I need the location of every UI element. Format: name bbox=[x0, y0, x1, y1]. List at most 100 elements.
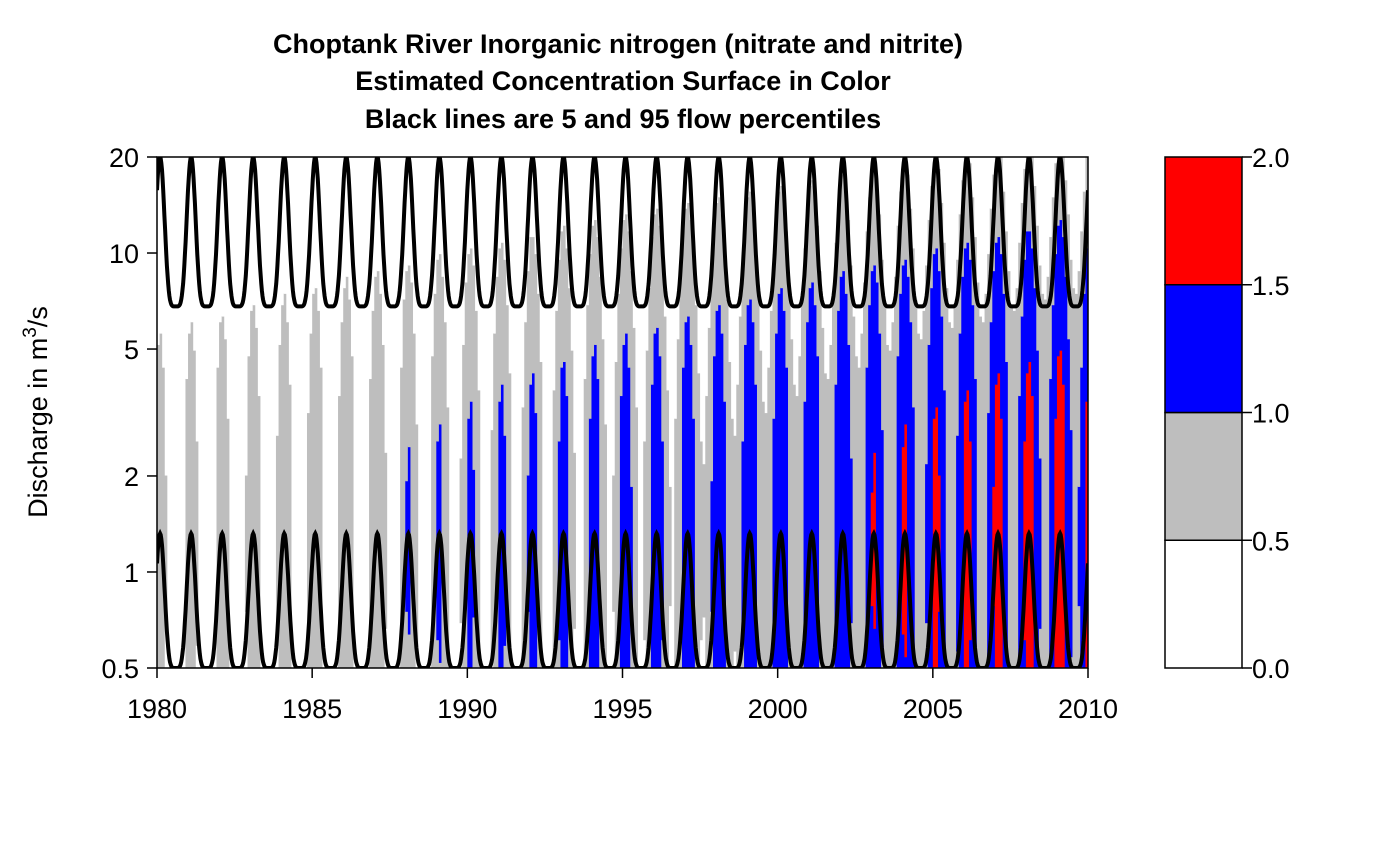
surface-cell bbox=[715, 310, 719, 668]
surface-cell bbox=[762, 157, 766, 402]
surface-cell bbox=[1049, 157, 1053, 238]
surface-cell bbox=[630, 157, 634, 272]
colorbar-tick-label: 1.5 bbox=[1252, 271, 1290, 301]
surface-cell bbox=[627, 230, 631, 368]
surface-cell bbox=[1002, 293, 1006, 668]
surface-cell bbox=[744, 219, 748, 345]
surface-cell bbox=[250, 157, 254, 311]
surface-cell bbox=[736, 157, 740, 385]
surface-cell bbox=[674, 157, 678, 419]
y-tick-label: 1 bbox=[124, 558, 139, 588]
surface-cell bbox=[984, 293, 988, 668]
surface-cell bbox=[570, 350, 574, 668]
surface-cell bbox=[754, 384, 758, 668]
surface-cell bbox=[565, 395, 569, 668]
surface-cell bbox=[1059, 350, 1063, 668]
surface-cell bbox=[640, 157, 644, 668]
surface-cell bbox=[663, 315, 668, 668]
surface-cell bbox=[529, 384, 533, 668]
surface-cell bbox=[575, 157, 580, 668]
surface-cell bbox=[464, 281, 468, 668]
surface-cell bbox=[852, 315, 856, 668]
surface-cell bbox=[622, 219, 626, 345]
surface-cell bbox=[400, 367, 404, 668]
surface-cell bbox=[956, 435, 960, 652]
surface-cell bbox=[1054, 253, 1058, 419]
y-tick-label: 2 bbox=[124, 462, 139, 492]
surface-cell bbox=[627, 367, 631, 668]
surface-cell bbox=[782, 196, 787, 311]
surface-cell bbox=[335, 157, 339, 668]
surface-cell bbox=[312, 293, 316, 668]
surface-cell bbox=[764, 412, 768, 668]
surface-cell bbox=[969, 259, 973, 442]
surface-cell bbox=[472, 616, 476, 668]
surface-cell bbox=[888, 157, 893, 351]
surface-cell bbox=[788, 157, 792, 283]
surface-cell bbox=[529, 236, 533, 385]
surface-cell bbox=[816, 157, 820, 226]
surface-cell bbox=[684, 208, 688, 323]
colorbar-swatch bbox=[1164, 539, 1243, 669]
surface-cell bbox=[371, 310, 375, 668]
colorbar-tick-label: 1.0 bbox=[1252, 399, 1290, 429]
surface-cell bbox=[260, 157, 264, 668]
surface-cell bbox=[1033, 287, 1037, 668]
surface-cell bbox=[953, 304, 957, 668]
surface-cell bbox=[449, 157, 453, 668]
surface-cell bbox=[588, 253, 593, 419]
surface-cell bbox=[244, 157, 249, 476]
surface-cell bbox=[824, 372, 828, 668]
surface-cell bbox=[850, 264, 854, 459]
surface-cell bbox=[211, 157, 215, 668]
surface-cell bbox=[992, 157, 996, 175]
surface-cell bbox=[216, 157, 220, 368]
surface-cell bbox=[661, 259, 665, 442]
surface-cell bbox=[694, 304, 699, 668]
surface-cell bbox=[912, 157, 916, 249]
surface-cell bbox=[1033, 157, 1037, 186]
surface-cell bbox=[418, 157, 422, 668]
surface-cell bbox=[1069, 157, 1074, 260]
surface-cell bbox=[798, 355, 802, 668]
y-tick-label: 20 bbox=[109, 143, 139, 173]
colorbar-swatch bbox=[1164, 411, 1243, 541]
surface-cell bbox=[162, 157, 166, 368]
surface-cell bbox=[438, 662, 443, 668]
surface-cell bbox=[376, 157, 381, 272]
surface-cell bbox=[969, 639, 973, 668]
surface-cell bbox=[200, 157, 205, 668]
surface-cell bbox=[896, 355, 900, 668]
surface-cell bbox=[922, 157, 926, 311]
surface-cell bbox=[958, 157, 962, 215]
surface-cell bbox=[563, 157, 567, 226]
surface-cell bbox=[650, 384, 655, 668]
surface-cell bbox=[531, 157, 536, 238]
surface-cell bbox=[707, 327, 712, 668]
surface-cell bbox=[175, 157, 179, 668]
surface-cell bbox=[325, 157, 329, 668]
surface-cell bbox=[865, 230, 869, 368]
surface-cell bbox=[837, 310, 841, 668]
surface-cell bbox=[981, 157, 986, 323]
surface-cell bbox=[281, 157, 285, 306]
surface-cell bbox=[519, 157, 523, 668]
surface-cell bbox=[780, 185, 784, 289]
surface-cell bbox=[834, 157, 838, 243]
surface-cell bbox=[521, 406, 525, 668]
surface-cell bbox=[332, 157, 337, 668]
surface-cell bbox=[480, 157, 484, 668]
surface-cell bbox=[713, 355, 717, 668]
surface-cell bbox=[956, 259, 960, 436]
surface-cell bbox=[731, 418, 735, 668]
surface-cell bbox=[568, 287, 572, 668]
surface-cell bbox=[873, 168, 877, 266]
surface-cell bbox=[257, 395, 262, 668]
surface-cell bbox=[777, 191, 781, 294]
surface-cell bbox=[756, 287, 761, 668]
surface-cell bbox=[966, 157, 970, 243]
surface-cell bbox=[1036, 157, 1040, 226]
surface-cell bbox=[912, 247, 916, 408]
surface-cell bbox=[444, 321, 448, 668]
flow-95-percentile-line bbox=[157, 157, 1088, 309]
